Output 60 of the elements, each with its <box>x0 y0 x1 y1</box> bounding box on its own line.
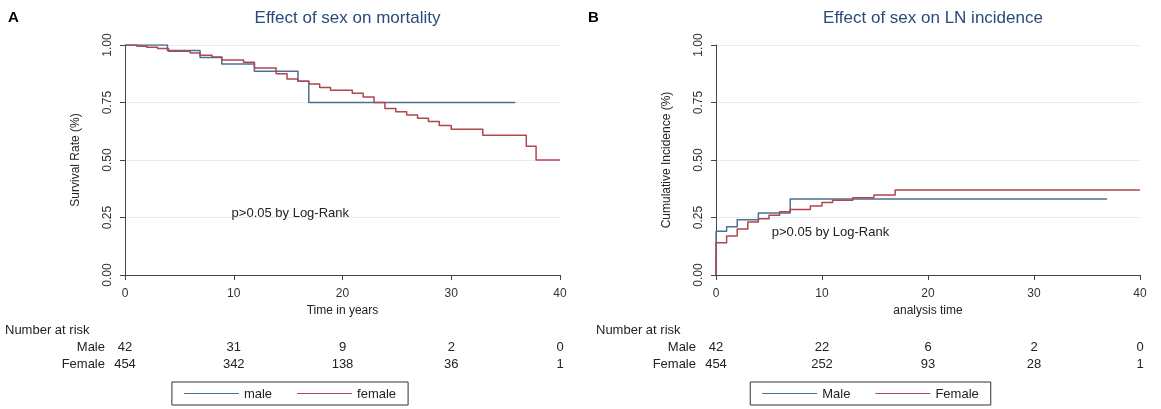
text: 454 <box>114 355 136 371</box>
text: 342 <box>222 355 245 371</box>
text: 1 <box>556 355 564 371</box>
text: 1 <box>1136 355 1144 371</box>
y-tick-label: 0.25 <box>691 205 705 230</box>
text: 2 <box>447 338 455 354</box>
text: Number at risk <box>596 321 682 337</box>
y-tick-label: 1.00 <box>691 33 705 57</box>
legend-label: Male <box>822 386 851 401</box>
annotation: p>0.05 by Log-Rank <box>231 205 350 221</box>
text: Female <box>652 355 696 371</box>
text: 138 <box>331 355 354 371</box>
text: 0 <box>556 338 564 354</box>
legend-label: female <box>357 386 397 401</box>
x-tick-label: 20 <box>921 286 935 300</box>
y-tick-label: 1.00 <box>100 33 114 57</box>
text: 36 <box>444 355 459 371</box>
x-tick-label: 20 <box>335 286 350 300</box>
text: B <box>588 7 599 25</box>
x-tick-label: 0 <box>712 286 720 300</box>
text: Number at risk <box>5 321 91 337</box>
y-tick-label: 0.50 <box>100 148 114 172</box>
annotation: p>0.05 by Log-Rank <box>771 223 890 239</box>
text: 93 <box>920 355 936 371</box>
text: 42 <box>708 338 724 354</box>
text: Male <box>76 338 105 354</box>
text: Male <box>667 338 696 354</box>
legend-label: Female <box>935 386 979 401</box>
text: 31 <box>226 338 241 354</box>
text: 252 <box>811 355 833 371</box>
chart-title: Effect of sex on LN incidence <box>823 8 1043 27</box>
y-tick-label: 0.00 <box>100 263 114 287</box>
y-axis-title: Survival Rate (%) <box>68 113 82 207</box>
text: 2 <box>1030 338 1038 354</box>
x-tick-label: 40 <box>1133 286 1147 300</box>
x-tick-label: 30 <box>1027 286 1041 300</box>
text: 22 <box>814 338 830 354</box>
x-tick-label: 30 <box>444 286 459 300</box>
text: 9 <box>338 338 347 354</box>
text: 42 <box>117 338 133 354</box>
text: 6 <box>924 338 932 354</box>
x-axis-title: analysis time <box>893 302 963 317</box>
legend-label: male <box>243 386 273 401</box>
y-tick-label: 0.25 <box>100 205 114 230</box>
x-tick-label: 0 <box>121 286 129 300</box>
x-tick-label: 10 <box>227 286 241 300</box>
x-tick-label: 40 <box>553 286 567 300</box>
text: A <box>8 7 19 25</box>
y-axis-title: Cumulative Incidence (%) <box>659 91 673 229</box>
text: Female <box>61 355 105 371</box>
y-tick-label: 0.75 <box>100 90 114 115</box>
y-tick-label: 0.50 <box>691 148 705 172</box>
chart-title: Effect of sex on mortality <box>254 8 441 27</box>
text: 28 <box>1026 355 1042 371</box>
x-axis-title: Time in years <box>306 302 379 317</box>
y-tick-label: 0.00 <box>691 263 705 287</box>
text: 0 <box>1136 338 1144 354</box>
text: 454 <box>705 355 727 371</box>
y-tick-label: 0.75 <box>691 90 705 115</box>
x-tick-label: 10 <box>815 286 829 300</box>
